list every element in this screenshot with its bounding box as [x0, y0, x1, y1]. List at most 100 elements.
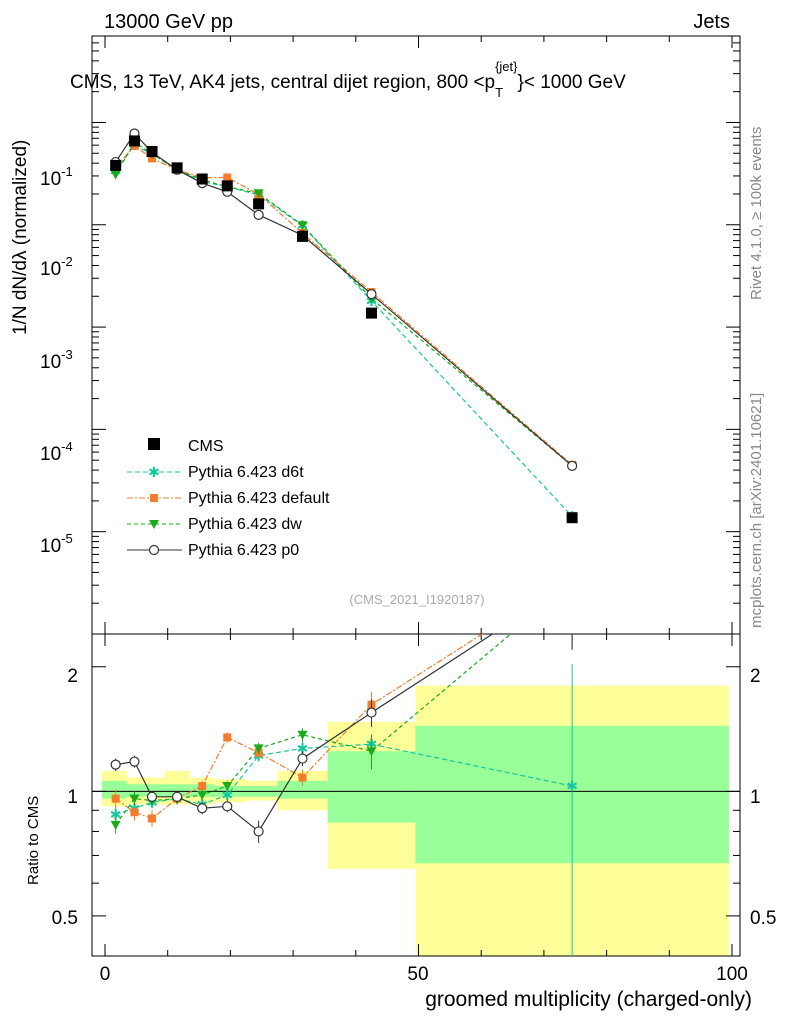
ratio-point-default-0 — [111, 794, 120, 803]
analysis-id-label: (CMS_2021_I1920187) — [349, 592, 484, 607]
ratio-point-p0-7 — [297, 753, 308, 764]
y-tick-1e-2: 10-2 — [40, 254, 73, 280]
cms-point-5 — [221, 180, 233, 192]
plot-title: CMS, 13 TeV, AK4 jets, central dijet reg… — [70, 59, 626, 100]
ratio-series-lines: ✱✱✱✱✱✱✱✱✱✱ — [110, 573, 578, 956]
ratio-plot-frame — [91, 633, 741, 957]
ratio-point-dw-1 — [129, 794, 140, 804]
ratio-point-default-4 — [198, 782, 207, 791]
x-tick-label-100: 100 — [716, 964, 748, 985]
ratio-point-dw-4 — [197, 790, 208, 800]
main-point-dw-0 — [110, 170, 121, 180]
main-point-dw-7 — [297, 221, 308, 231]
ratio-point-p0-8 — [366, 707, 377, 718]
legend-label-dw: Pythia 6.423 dw — [188, 516, 302, 533]
ratio-tick-right-05: 0.5 — [750, 908, 776, 929]
legend: CMS ✱ Pythia 6.423 d6t Pythia 6.423 defa… — [127, 438, 330, 559]
ratio-point-dw-7 — [297, 730, 308, 740]
ratio-point-default-2 — [148, 814, 157, 823]
legend-marker-cms — [148, 438, 160, 450]
axis-ticks — [92, 36, 740, 956]
cms-point-2 — [146, 146, 158, 158]
legend-entry-p0: Pythia 6.423 p0 — [127, 542, 299, 559]
cms-point-4 — [196, 173, 208, 185]
ratio-point-d6t-9: ✱ — [566, 778, 578, 794]
ratio-point-p0-1 — [129, 756, 140, 767]
x-tick-labels: 0 50 100 — [100, 964, 748, 985]
ratio-point-dw-8 — [366, 747, 377, 757]
main-point-p0-6 — [253, 209, 264, 220]
ratio-point-p0-4 — [197, 803, 208, 814]
ratio-point-default-9 — [568, 573, 576, 581]
legend-entry-default: Pythia 6.423 default — [127, 490, 330, 507]
legend-marker-dw — [149, 520, 159, 529]
ratio-y-tick-labels: 2 1 0.5 2 1 0.5 — [52, 666, 777, 929]
cms-point-1 — [128, 135, 140, 147]
main-line-p0 — [115, 132, 573, 467]
cms-point-9 — [566, 512, 578, 524]
y-tick-1e-1: 10-1 — [40, 164, 73, 190]
ratio-point-d6t-5: ✱ — [221, 787, 233, 803]
band-inner-0 — [101, 780, 127, 799]
main-y-axis-label: 1/N dN/dλ (normalized) — [10, 140, 31, 335]
ratio-point-dw-6 — [253, 744, 264, 754]
ratio-point-p0-0 — [110, 759, 121, 770]
header-process-label: 13000 GeV pp — [104, 11, 233, 33]
ratio-tick-right-1: 1 — [750, 787, 761, 808]
ratio-point-default-7 — [298, 773, 307, 782]
main-series-lines: ✱✱✱✱✱✱✱✱✱✱ — [110, 128, 578, 524]
ratio-point-p0-9 — [568, 578, 577, 587]
x-tick-label-50: 50 — [407, 964, 428, 985]
ratio-point-d6t-7: ✱ — [297, 740, 309, 756]
main-point-p0-9 — [567, 460, 578, 471]
ratio-point-dw-9 — [567, 578, 577, 587]
side-label-mcplots: mcplots.cern.ch [arXiv:2401.10621] — [748, 393, 765, 628]
ratio-point-p0-3 — [172, 791, 183, 802]
cms-point-6 — [253, 198, 265, 210]
legend-marker-d6t: ✱ — [148, 464, 160, 480]
legend-label-default: Pythia 6.423 default — [188, 490, 330, 507]
x-tick-label-0: 0 — [100, 964, 111, 985]
cms-point-7 — [297, 230, 309, 242]
legend-entry-cms: CMS — [148, 438, 224, 455]
cms-point-3 — [171, 162, 183, 174]
main-point-p0-8 — [366, 289, 377, 300]
cms-point-8 — [365, 307, 377, 319]
y-tick-1e-5: 10-5 — [40, 531, 73, 557]
x-axis-label: groomed multiplicity (charged-only) — [425, 988, 752, 1011]
legend-label-cms: CMS — [188, 438, 224, 455]
band-inner-6 — [277, 780, 328, 799]
ratio-tick-left-1: 1 — [67, 787, 78, 808]
ratio-line-p0 — [115, 634, 494, 833]
main-line-d6t — [115, 144, 573, 517]
ratio-line-dw — [115, 634, 512, 826]
side-label-rivet: Rivet 4.1.0, ≥ 100k events — [748, 127, 765, 300]
main-point-dw-6 — [253, 189, 264, 199]
ratio-point-dw-0 — [110, 820, 121, 830]
cms-uncertainty-bands — [92, 685, 740, 956]
cms-point-0 — [110, 159, 122, 171]
y-tick-1e-3: 10-3 — [40, 347, 73, 373]
main-line-dw — [115, 141, 573, 467]
ratio-point-p0-6 — [253, 826, 264, 837]
band-inner-2 — [164, 784, 190, 797]
legend-marker-p0 — [148, 544, 160, 556]
ratio-line-default — [115, 634, 484, 820]
legend-label-p0: Pythia 6.423 p0 — [188, 542, 299, 559]
legend-label-d6t: Pythia 6.423 d6t — [188, 464, 304, 481]
main-y-tick-labels: 10-1 10-2 10-3 10-4 10-5 — [40, 164, 73, 557]
header-category-label: Jets — [693, 11, 730, 33]
ratio-point-p0-5 — [222, 801, 233, 812]
ratio-point-default-5 — [223, 733, 232, 742]
ratio-tick-left-2: 2 — [67, 666, 78, 687]
legend-marker-default — [150, 494, 158, 502]
main-point-default-5 — [223, 173, 232, 182]
ratio-point-d6t-0: ✱ — [110, 806, 122, 822]
legend-entry-dw: Pythia 6.423 dw — [127, 516, 302, 533]
ratio-tick-right-2: 2 — [750, 666, 761, 687]
y-tick-1e-4: 10-4 — [40, 439, 73, 465]
ratio-point-default-1 — [130, 808, 139, 817]
ratio-point-dw-5 — [222, 782, 233, 792]
main-line-default — [115, 145, 573, 466]
